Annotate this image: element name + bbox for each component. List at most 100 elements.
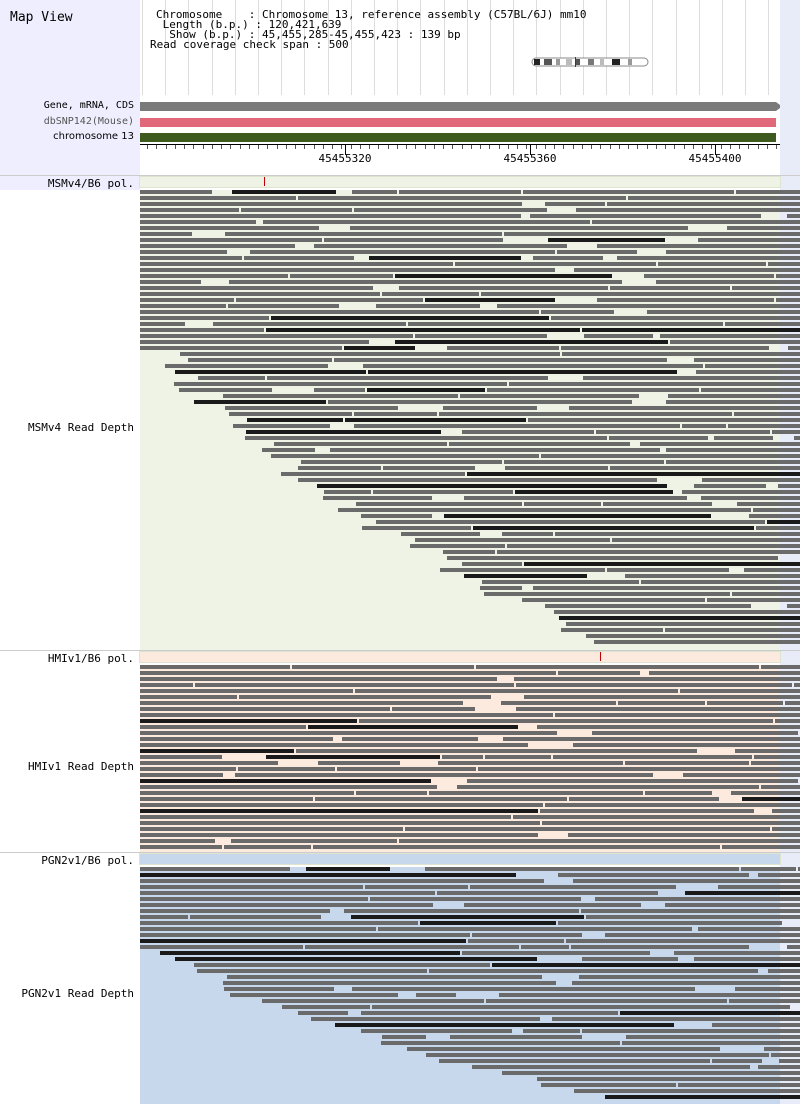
sequence-read[interactable] xyxy=(140,214,521,218)
read-pileup[interactable] xyxy=(140,665,800,852)
sequence-read[interactable] xyxy=(229,412,352,416)
sequence-read[interactable] xyxy=(345,418,526,422)
sequence-read[interactable] xyxy=(725,322,800,326)
sequence-read[interactable] xyxy=(701,496,800,500)
sequence-read[interactable] xyxy=(788,346,800,350)
sequence-read[interactable] xyxy=(581,909,800,913)
sequence-read[interactable] xyxy=(582,328,800,332)
sequence-read[interactable] xyxy=(540,809,754,813)
sequence-read[interactable] xyxy=(464,903,641,907)
sequence-read[interactable] xyxy=(290,274,393,278)
sequence-read[interactable] xyxy=(484,592,730,596)
sequence-read[interactable] xyxy=(308,725,518,729)
sequence-read[interactable] xyxy=(555,532,800,536)
sequence-read[interactable] xyxy=(513,815,800,819)
sequence-read[interactable] xyxy=(787,945,800,949)
sequence-read[interactable] xyxy=(140,791,354,795)
sequence-read[interactable] xyxy=(516,683,792,687)
sequence-read[interactable] xyxy=(230,993,398,997)
sequence-read[interactable] xyxy=(666,460,800,464)
sequence-read[interactable] xyxy=(140,803,543,807)
sequence-read[interactable] xyxy=(444,514,711,518)
sequence-read[interactable] xyxy=(698,927,800,931)
sequence-read[interactable] xyxy=(306,867,390,871)
sequence-read[interactable] xyxy=(408,322,723,326)
sequence-read[interactable] xyxy=(140,280,201,284)
sequence-read[interactable] xyxy=(225,406,398,410)
sequence-read[interactable] xyxy=(641,580,800,584)
sequence-read[interactable] xyxy=(772,430,800,434)
sequence-read[interactable] xyxy=(140,190,212,194)
sequence-read[interactable] xyxy=(195,683,514,687)
sequence-read[interactable] xyxy=(685,891,800,895)
sequence-read[interactable] xyxy=(712,1023,800,1027)
sequence-read[interactable] xyxy=(756,526,800,530)
sequence-read[interactable] xyxy=(238,767,335,771)
sequence-read[interactable] xyxy=(761,785,800,789)
sequence-read[interactable] xyxy=(772,827,800,831)
sequence-read[interactable] xyxy=(625,761,749,765)
sequence-read[interactable] xyxy=(464,574,587,578)
sequence-read[interactable] xyxy=(140,713,553,717)
sequence-read[interactable] xyxy=(140,945,303,949)
sequence-read[interactable] xyxy=(472,1065,750,1069)
sequence-read[interactable] xyxy=(514,677,800,681)
sequence-read[interactable] xyxy=(383,466,475,470)
sequence-read[interactable] xyxy=(426,1053,769,1057)
sequence-read[interactable] xyxy=(464,496,687,500)
sequence-read[interactable] xyxy=(372,1005,790,1009)
sequence-read[interactable] xyxy=(620,1011,800,1015)
sequence-read[interactable] xyxy=(140,879,544,883)
sequence-read[interactable] xyxy=(363,364,703,368)
sequence-read[interactable] xyxy=(140,292,380,296)
sequence-read[interactable] xyxy=(583,376,800,380)
sequence-read[interactable] xyxy=(559,616,800,620)
sequence-read[interactable] xyxy=(712,1059,762,1063)
sequence-read[interactable] xyxy=(140,304,226,308)
sequence-read[interactable] xyxy=(628,196,800,200)
sequence-read[interactable] xyxy=(666,250,800,254)
sequence-read[interactable] xyxy=(665,903,800,907)
sequence-read[interactable] xyxy=(504,460,664,464)
sequence-read[interactable] xyxy=(368,370,677,374)
chromosome-track[interactable] xyxy=(140,133,776,142)
sequence-read[interactable] xyxy=(140,749,294,753)
sequence-read[interactable] xyxy=(694,358,800,362)
sequence-read[interactable] xyxy=(317,484,667,488)
sequence-read[interactable] xyxy=(749,514,800,518)
sequence-read[interactable] xyxy=(574,1089,800,1093)
sequence-read[interactable] xyxy=(399,190,521,194)
sequence-read[interactable] xyxy=(140,334,413,338)
sequence-read[interactable] xyxy=(140,737,333,741)
sequence-read[interactable] xyxy=(140,903,433,907)
sequence-read[interactable] xyxy=(266,755,440,759)
sequence-read[interactable] xyxy=(707,701,783,705)
sequence-read[interactable] xyxy=(592,220,800,224)
sequence-read[interactable] xyxy=(545,202,605,206)
sequence-read[interactable] xyxy=(399,839,800,843)
sequence-read[interactable] xyxy=(140,909,330,913)
sequence-read[interactable] xyxy=(361,514,432,518)
sequence-read[interactable] xyxy=(140,298,234,302)
sequence-read[interactable] xyxy=(160,951,460,955)
sequence-read[interactable] xyxy=(694,484,766,488)
sequence-read[interactable] xyxy=(502,532,553,536)
sequence-read[interactable] xyxy=(470,885,676,889)
sequence-read[interactable] xyxy=(140,839,215,843)
sequence-read[interactable] xyxy=(298,466,381,470)
sequence-read[interactable] xyxy=(505,466,608,470)
sequence-read[interactable] xyxy=(140,743,528,747)
sequence-read[interactable] xyxy=(779,1059,800,1063)
sequence-read[interactable] xyxy=(584,334,653,338)
sequence-read[interactable] xyxy=(233,424,330,428)
sequence-read[interactable] xyxy=(462,562,522,566)
sequence-read[interactable] xyxy=(625,574,800,578)
sequence-read[interactable] xyxy=(473,526,754,530)
sequence-read[interactable] xyxy=(732,592,800,596)
sequence-read[interactable] xyxy=(794,683,800,687)
sequence-read[interactable] xyxy=(682,490,800,494)
sequence-read[interactable] xyxy=(245,436,607,440)
sequence-read[interactable] xyxy=(732,286,800,290)
sequence-read[interactable] xyxy=(497,550,800,554)
sequence-read[interactable] xyxy=(140,939,466,943)
